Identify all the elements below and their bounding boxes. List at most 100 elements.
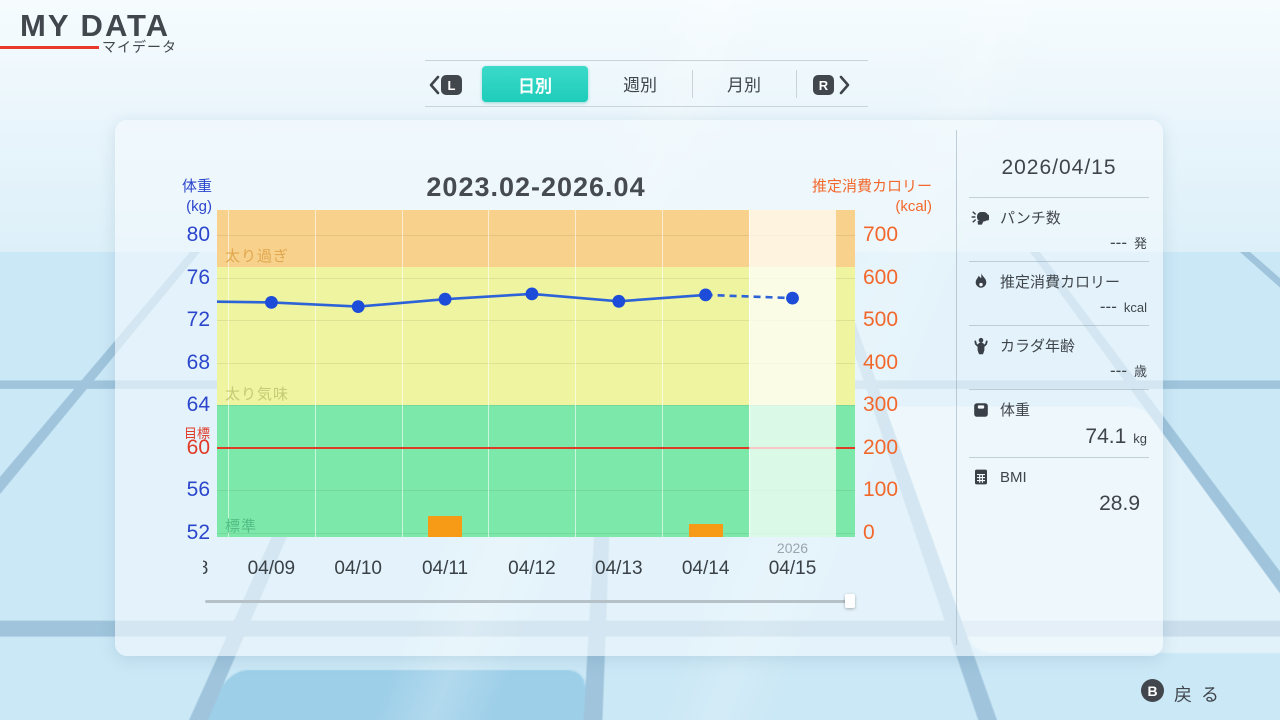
right-axis-tick: 700 [863, 223, 899, 247]
period-tabbar: L 日別 週別 月別 R [425, 60, 868, 107]
detail-label: パンチ数 [1000, 210, 1061, 227]
h-gridline [217, 405, 855, 407]
detail-label: 推定消費カロリー [1000, 274, 1121, 291]
left-axis-tick: 64 [186, 393, 210, 417]
weight-data-point [612, 294, 626, 308]
right-axis-tick: 500 [863, 308, 899, 332]
bmi-calculator-icon [971, 467, 991, 487]
calorie-bar [688, 524, 723, 537]
weight-data-point [265, 296, 278, 309]
x-axis-label: 04/12 [508, 558, 556, 579]
h-gridline [217, 532, 855, 534]
h-gridline [217, 235, 855, 237]
v-gridline [488, 210, 490, 537]
x-axis-label: 04/08 [203, 558, 208, 580]
chart-date-range-title: 2023.02-2026.04 [426, 172, 646, 202]
h-gridline [217, 490, 855, 492]
calorie-bar [428, 515, 463, 537]
back-button-label: 戻る [1174, 685, 1228, 705]
left-axis-title: 体重 (kg) [181, 178, 212, 215]
zone-band-標準 [217, 405, 855, 537]
tab-weekly[interactable]: 週別 [623, 76, 657, 95]
next-page-arrow-icon[interactable] [839, 75, 851, 100]
right-axis-tick: 300 [863, 393, 899, 417]
x-axis-year-label: 2026 [776, 540, 809, 556]
x-axis-label: 04/11 [421, 558, 469, 579]
app-subtitle: マイデータ [102, 39, 177, 55]
boxing-glove-icon [971, 208, 991, 228]
x-axis-label: 04/10 [334, 558, 382, 579]
detail-label: 体重 [1000, 402, 1031, 419]
tab-daily[interactable]: 日別 [482, 66, 588, 102]
zone-band-太り過ぎ [217, 210, 855, 268]
v-gridline [401, 210, 403, 537]
weight-data-point [525, 287, 539, 301]
daily-detail-panel: 2026/04/15 パンチ数 --- 発 [956, 130, 1163, 645]
detail-item-weight: 体重 74.1 kg [969, 389, 1149, 457]
v-gridline [227, 210, 229, 537]
goal-caption: 目標 [183, 425, 210, 441]
weight-data-point [786, 291, 799, 305]
selected-date: 2026/04/15 [1001, 156, 1117, 179]
detail-value: --- 歳 [1110, 361, 1147, 380]
r-shoulder-button[interactable]: R [813, 75, 834, 95]
detail-item-bmi: BMI 28.9 [969, 457, 1149, 524]
tab-separator [796, 70, 797, 98]
tab-monthly[interactable]: 月別 [727, 76, 761, 95]
detail-label: カラダ年齢 [1000, 338, 1076, 355]
x-axis-label: 04/09 [247, 558, 296, 579]
right-axis-tick: 600 [863, 265, 899, 289]
weight-calorie-chart-plot: 太り過ぎ 太り気味 標準 [217, 210, 855, 537]
h-gridline [217, 277, 855, 279]
weight-data-point [699, 288, 712, 302]
body-age-icon [971, 336, 991, 356]
right-axis-tick: 200 [863, 435, 899, 459]
x-axis-labels: 04/08 04/09 04/10 04/11 04/12 04/13 04/14 04/15… [203, 540, 880, 584]
tab-separator [692, 70, 693, 98]
weight-line-series [217, 287, 799, 313]
detail-value: --- 発 [1110, 233, 1147, 252]
detail-label: BMI [1000, 468, 1027, 486]
left-axis-tick: 52 [186, 520, 210, 544]
right-axis-title: 推定消費カロリー (kcal) [811, 178, 932, 215]
prev-page-arrow-icon[interactable] [428, 75, 440, 100]
zone-label: 太り気味 [225, 386, 290, 404]
right-axis-tick: 100 [863, 478, 899, 502]
logo-underline [0, 46, 99, 49]
h-gridline [217, 320, 855, 322]
x-axis-label: 04/13 [595, 558, 643, 579]
flame-icon [971, 272, 991, 292]
left-axis-tick: 76 [186, 265, 210, 289]
zone-label: 標準 [225, 518, 258, 535]
app-title: MY DATA [20, 8, 171, 43]
left-axis-tick: 80 [186, 223, 210, 247]
x-axis-label: 04/14 [681, 558, 730, 579]
left-axis-tick: 72 [186, 308, 210, 332]
back-button[interactable]: B [1141, 679, 1164, 702]
l-shoulder-button[interactable]: L [441, 75, 462, 95]
left-axis-tick: 60 [186, 435, 210, 459]
x-axis-label: 04/15 [768, 558, 817, 579]
detail-value: 28.9 [1099, 492, 1140, 515]
weight-scale-icon [971, 400, 991, 420]
detail-item-body-age: カラダ年齢 --- 歳 [969, 325, 1149, 389]
detail-value: 74.1 kg [1085, 425, 1147, 448]
left-axis-tick: 56 [186, 478, 210, 502]
h-gridline [217, 362, 855, 364]
v-gridline [314, 210, 316, 537]
right-axis-tick: 400 [863, 350, 899, 374]
v-gridline [575, 210, 577, 537]
chart-scrollbar-track[interactable] [205, 600, 855, 603]
selected-day-highlight [749, 210, 836, 537]
detail-item-calories: 推定消費カロリー --- kcal [969, 261, 1149, 325]
goal-line [217, 446, 855, 449]
detail-list: パンチ数 --- 発 推定消費カロリー --- kcal [969, 197, 1149, 524]
detail-item-punch-count: パンチ数 --- 発 [969, 197, 1149, 261]
v-gridline [662, 210, 664, 537]
chart-scrollbar-handle[interactable] [845, 594, 855, 608]
right-axis-tick: 0 [863, 520, 875, 544]
left-axis-tick: 68 [186, 350, 210, 374]
weight-data-point [351, 300, 365, 313]
detail-value: --- kcal [1099, 297, 1147, 316]
